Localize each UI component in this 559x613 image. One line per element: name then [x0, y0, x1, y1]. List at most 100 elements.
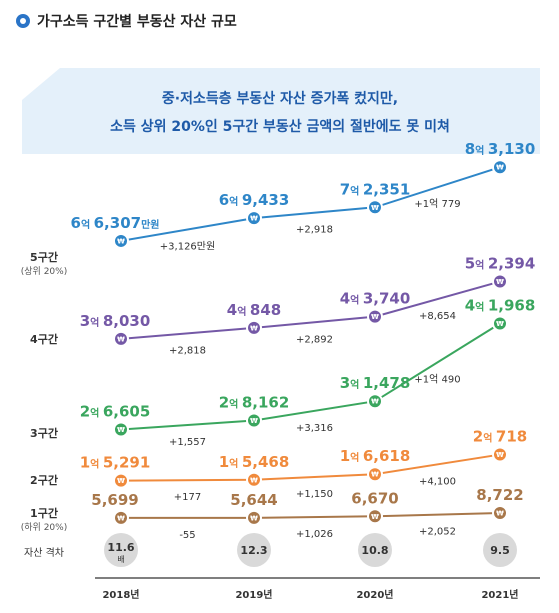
data-label-value: 6,605 [103, 402, 150, 420]
delta-label: +3,316 [296, 423, 333, 434]
data-label: 4억 1,968 [465, 297, 536, 315]
won-icon: ₩ [496, 510, 504, 518]
won-icon: ₩ [496, 278, 504, 286]
data-label-value: 6,670 [351, 489, 398, 507]
data-label-eok-unit: 억 [483, 433, 496, 445]
data-point-icon [367, 199, 383, 216]
data-label: 4억 3,740 [340, 290, 411, 308]
won-icon: ₩ [496, 451, 504, 459]
won-icon: ₩ [117, 514, 125, 522]
won-icon: ₩ [496, 164, 504, 172]
data-label-eok-unit: 억 [90, 459, 103, 471]
data-point-icon [367, 466, 383, 483]
title-group: 가구소득 구간별 부동산 자산 규모 [16, 13, 237, 30]
data-label: 6억 9,433 [219, 191, 290, 209]
data-label-value: 9,433 [242, 191, 289, 209]
gap-layer: 11.6배 12.3 10.8 9.5 [104, 533, 517, 567]
data-label-value: 3,130 [488, 140, 535, 158]
data-label-eok-unit: 억 [237, 306, 250, 318]
data-label-eok-number: 3 [80, 312, 90, 330]
data-label-value: 5,644 [230, 491, 277, 509]
won-icon: ₩ [117, 426, 125, 434]
data-label-eok-unit: 억 [229, 398, 242, 410]
won-icon: ₩ [371, 471, 379, 479]
row-label-5: 5구간 [30, 250, 58, 264]
data-label-value: 5,291 [103, 454, 150, 472]
row-label-2: 2구간 [30, 473, 58, 487]
series-5: ₩6억 6,307만원₩6억 9,433 ₩7억 2,351₩8억 3,130+3… [71, 140, 536, 252]
won-icon: ₩ [250, 417, 258, 425]
data-label-eok-number: 2 [80, 402, 90, 420]
series-4: ₩3억 8,030 ₩4억 848 ₩4억 3,740₩5억 2,394+2,818… [80, 255, 536, 357]
series-line-4 [120, 280, 501, 340]
won-icon: ₩ [371, 204, 379, 212]
delta-label: +1억 490 [414, 373, 460, 385]
data-label-eok-unit: 억 [350, 295, 363, 307]
data-label-eok-unit: 억 [90, 317, 103, 329]
data-label: 2억 718 [473, 428, 527, 446]
data-point-icon [246, 471, 262, 488]
data-label-eok-number: 7 [340, 180, 350, 198]
gap-circle [237, 533, 271, 567]
delta-label: +1,557 [169, 437, 206, 448]
data-label: 1억 5,291 [80, 454, 151, 472]
data-point-icon [246, 210, 262, 227]
row-labels: 5구간 (상위 20%) 4구간 3구간 2구간 1구간 (하위 20%) [21, 250, 67, 533]
gap-circle [358, 533, 392, 567]
summary-banner: 중·저소득층 부동산 자산 증가폭 컸지만, 소득 상위 20%인 5구간 부동… [22, 68, 540, 154]
data-label-value: 5,699 [91, 491, 138, 509]
series-layer: ₩6억 6,307만원₩6억 9,433 ₩7억 2,351₩8억 3,130+3… [71, 140, 536, 541]
data-label: 7억 2,351 [340, 180, 411, 198]
delta-label: +4,100 [419, 476, 456, 487]
delta-label: +1,150 [296, 489, 333, 500]
delta-label: +2,818 [169, 345, 206, 356]
data-label: 5,644 [230, 491, 277, 509]
data-label-eok-unit: 억 [350, 452, 363, 464]
delta-label: +1,026 [296, 529, 333, 540]
data-label-eok-number: 1 [219, 453, 229, 471]
won-icon: ₩ [117, 335, 125, 343]
x-tick-label: 2020년 [356, 588, 393, 601]
data-point-icon [113, 421, 129, 438]
delta-label: +1억 779 [414, 198, 460, 210]
banner-background [22, 68, 540, 154]
data-point-icon [367, 508, 383, 525]
data-point-icon [113, 472, 129, 489]
data-point-icon [492, 273, 508, 290]
data-label-value: 6,307 [94, 214, 141, 232]
data-point-icon [246, 509, 262, 526]
gap-value: 11.6 [107, 541, 134, 554]
data-label-value: 848 [250, 301, 281, 319]
data-label: 1억 6,618 [340, 447, 411, 465]
data-label: 1억 5,468 [219, 453, 290, 471]
data-label: 5,699 [91, 491, 138, 509]
data-label-value: 3,740 [363, 290, 410, 308]
delta-label: +8,654 [419, 311, 456, 322]
x-tick-label: 2019년 [235, 588, 272, 601]
data-label-eok-number: 1 [340, 447, 350, 465]
delta-label: +3,126만원 [160, 241, 215, 253]
data-label-eok-number: 1 [80, 454, 90, 472]
data-label-eok-unit: 억 [475, 145, 488, 157]
row-label-4: 4구간 [30, 332, 58, 346]
won-icon: ₩ [117, 237, 125, 245]
row-label-3: 3구간 [30, 426, 58, 440]
data-label-value: 8,030 [103, 312, 150, 330]
won-icon: ₩ [250, 324, 258, 332]
series-1: ₩5,699 ₩5,644 ₩6,670 ₩8,722 -55 +1,026 +2,052 [91, 486, 523, 541]
data-label-eok-number: 4 [340, 290, 350, 308]
series-line-1 [120, 512, 501, 519]
gap-row: 자산 격차 11.6배 12.3 10.8 9.5 [24, 533, 517, 567]
data-label: 2억 8,162 [219, 393, 290, 411]
series-2: ₩1억 5,291₩1억 5,468₩1억 6,618 ₩2억 718+177 +1… [80, 428, 528, 504]
x-axis: 2018년 2019년 2020년 2021년 [95, 577, 540, 601]
won-icon: ₩ [496, 320, 504, 328]
gap-unit: 배 [117, 555, 124, 564]
data-label-value: 8,162 [242, 393, 289, 411]
data-label-value: 6,618 [363, 447, 410, 465]
title-bullet-inner-icon [20, 18, 26, 24]
data-label: 8,722 [476, 486, 523, 504]
data-label-value: 2,394 [488, 255, 535, 273]
series-line-2 [120, 453, 501, 482]
